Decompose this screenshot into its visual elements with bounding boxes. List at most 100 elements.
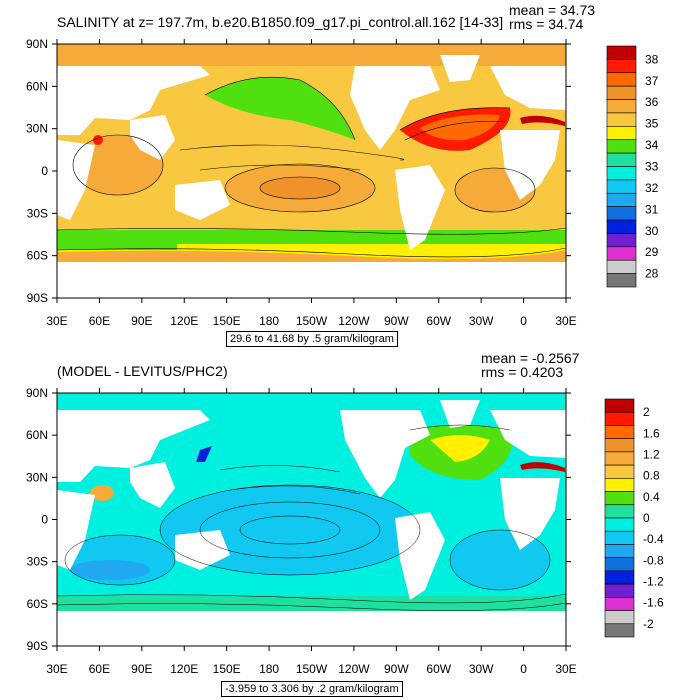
bottom-lat-label: 30N <box>26 470 48 484</box>
bottom-lon-label: 150E <box>213 662 241 676</box>
top-lon-label: 120W <box>338 314 370 328</box>
bottom-colorbar-label: -0.4 <box>643 532 664 546</box>
map-axes: 90N 60N 30N 0 30S 60S 90S 30E 60E 90E 120E 150E 180 1… <box>26 37 577 676</box>
top-lon-label: 30E <box>46 314 67 328</box>
bottom-colorbar-box <box>604 544 635 558</box>
top-lon-label: 180 <box>259 314 279 328</box>
top-colorbar-box <box>606 112 637 127</box>
bottom-colorbar-label: 0 <box>643 511 650 525</box>
top-lon-label: 60W <box>426 314 451 328</box>
top-lon-label: 90E <box>131 314 152 328</box>
bottom-med <box>520 462 565 472</box>
top-lon-label: 150W <box>296 314 328 328</box>
bottom-antarctica <box>57 611 566 646</box>
top-colorbar-box <box>606 139 637 154</box>
bottom-lon-label: 120W <box>338 662 370 676</box>
top-continents <box>57 55 566 250</box>
bottom-lon-label: 0 <box>520 662 527 676</box>
top-colorbar-box <box>606 192 637 207</box>
bottom-map <box>56 392 567 647</box>
bottom-panel-title: (MODEL - LEVITUS/PHC2) <box>57 363 228 379</box>
top-colorbar-box <box>606 152 637 167</box>
bottom-colorbar-label: -0.8 <box>643 553 664 567</box>
bottom-arabian <box>90 485 114 501</box>
top-colorbar-box <box>606 166 637 181</box>
bottom-colorbar-box <box>604 557 635 572</box>
bottom-colorbar-label: -1.6 <box>643 596 664 610</box>
bottom-lat-label: 30S <box>27 555 48 569</box>
top-lon-label: 30W <box>469 314 494 328</box>
top-colorbar-box <box>606 206 637 221</box>
top-mean-label: mean = 34.73 <box>509 2 596 18</box>
top-arctic-band <box>57 44 566 66</box>
top-colorbar-box <box>606 259 637 274</box>
bottom-lon-label: 150W <box>296 662 328 676</box>
top-colorbar-label: 28 <box>645 267 659 281</box>
top-colorbar-label: 31 <box>645 202 659 216</box>
bottom-contours <box>57 424 566 611</box>
bottom-lon-label: 90E <box>131 662 152 676</box>
top-lat-label: 90N <box>26 37 48 51</box>
bottom-colorbar-label: 2 <box>643 405 650 419</box>
bottom-lon-label: 90W <box>384 662 409 676</box>
bottom-lat-label: 0 <box>41 513 48 527</box>
top-colorbar-label: 29 <box>645 245 659 259</box>
top-colorbar-box <box>606 126 637 141</box>
bottom-colorbar-label: 0.4 <box>643 490 660 504</box>
bottom-southern-green <box>57 596 566 611</box>
bottom-lon-label: 60W <box>426 662 451 676</box>
bottom-colorbar-box <box>604 530 635 545</box>
bottom-rms-label: rms = 0.4203 <box>481 364 564 380</box>
top-colorbar-label: 30 <box>645 224 659 238</box>
top-colorbar-label: 32 <box>645 181 659 195</box>
top-natl-core <box>420 114 500 141</box>
top-colorbar-box <box>606 273 637 288</box>
top-contours <box>57 76 566 258</box>
top-colorbar-label: 34 <box>645 138 659 152</box>
bottom-lon-label: 180 <box>259 662 279 676</box>
bottom-lon-label: 60E <box>89 662 110 676</box>
bottom-colorbar-box <box>604 583 635 598</box>
bottom-natl-yellow <box>430 435 490 462</box>
bottom-colorbar-box <box>604 425 635 439</box>
bottom-colorbar-box <box>604 464 635 479</box>
top-colorbar-box <box>606 85 637 100</box>
top-colorbar-box <box>606 219 637 234</box>
bottom-colorbar-label: -2 <box>643 617 654 631</box>
top-panel-title: SALINITY at z= 197.7m, b.e20.B1850.f09_g… <box>57 14 504 30</box>
top-lon-label: 30E <box>555 314 576 328</box>
top-lat-label: 90S <box>27 291 48 305</box>
bottom-lon-label: 30E <box>46 662 67 676</box>
bottom-colorbar-box <box>604 504 635 519</box>
top-colorbar-box <box>606 99 637 114</box>
bottom-colorbar-box <box>604 438 635 453</box>
top-lat-label: 0 <box>41 164 48 178</box>
top-indian-green <box>57 230 177 250</box>
top-colorbar-box <box>606 179 637 194</box>
top-colorbar-label: 37 <box>645 74 659 88</box>
top-redsea <box>93 135 103 145</box>
top-colorbar-box <box>606 59 637 74</box>
top-map <box>56 43 567 299</box>
bottom-colorbar-box <box>604 623 635 638</box>
top-lon-label: 0 <box>520 314 527 328</box>
top-colorbar-box <box>606 233 637 248</box>
bottom-lon-label: 30E <box>555 662 576 676</box>
bottom-lat-label: 60N <box>26 428 48 442</box>
top-colorbar-box <box>606 72 637 87</box>
top-rms-label: rms = 34.74 <box>509 16 584 32</box>
top-range-label: 29.6 to 41.68 by .5 gram/kilogram <box>226 331 398 347</box>
bottom-mean-label: mean = -0.2567 <box>481 350 580 366</box>
top-lat-label: 60N <box>26 79 48 93</box>
bottom-colorbar-box <box>604 411 635 426</box>
bottom-lat-label: 90N <box>26 386 48 400</box>
top-lon-label: 120E <box>170 314 198 328</box>
top-lat-label: 60S <box>27 249 48 263</box>
bottom-colorbar-label: 0.8 <box>643 469 660 483</box>
top-lon-label: 150E <box>213 314 241 328</box>
bottom-range-label: -3.959 to 3.306 by .2 gram/kilogram <box>221 681 403 697</box>
bottom-colorbar-box <box>604 517 635 532</box>
bottom-colorbar-label: 1.2 <box>643 448 660 462</box>
top-antarctic-shelf <box>57 250 566 262</box>
